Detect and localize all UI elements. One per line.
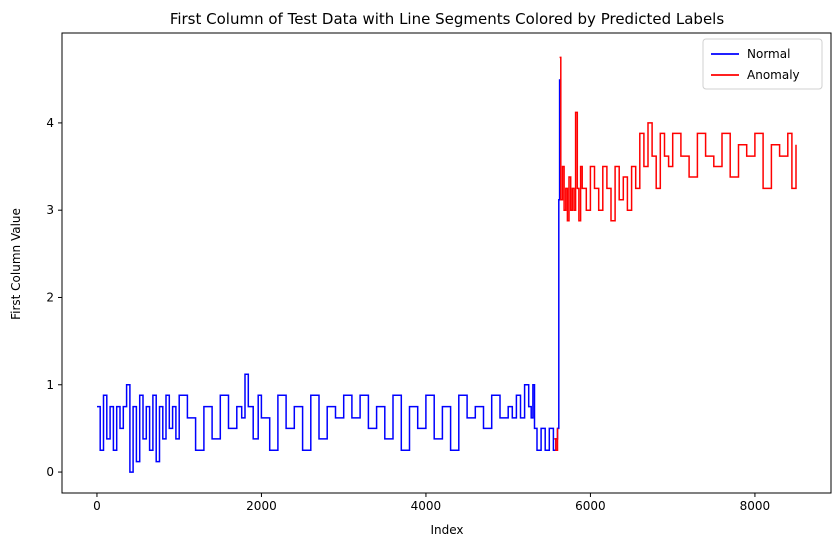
legend-label-anomaly: Anomaly bbox=[747, 68, 800, 82]
y-tick-label: 0 bbox=[46, 465, 54, 479]
x-tick-label: 0 bbox=[93, 499, 101, 513]
series-line-anomaly-1 bbox=[559, 56, 797, 222]
legend-box bbox=[702, 38, 823, 90]
y-tick-label: 4 bbox=[46, 116, 54, 130]
x-tick-label: 8000 bbox=[740, 499, 771, 513]
series-line-anomaly-0 bbox=[554, 428, 559, 451]
x-axis-label: Index bbox=[430, 523, 463, 537]
y-axis-label: First Column Value bbox=[9, 208, 23, 320]
y-tick-label: 2 bbox=[46, 290, 54, 304]
series-line-normal-0 bbox=[97, 79, 561, 473]
legend: Normal Anomaly bbox=[702, 38, 823, 90]
x-tick-label: 2000 bbox=[246, 499, 277, 513]
x-tick-label: 6000 bbox=[575, 499, 606, 513]
plot-frame bbox=[61, 32, 832, 494]
y-tick-label: 3 bbox=[46, 203, 54, 217]
legend-label-normal: Normal bbox=[747, 47, 790, 61]
chart-title: First Column of Test Data with Line Segm… bbox=[170, 10, 725, 28]
plot-area: 0 2000 4000 6000 8000 0 1 2 3 4 bbox=[46, 32, 832, 513]
y-tick-label: 1 bbox=[46, 378, 54, 392]
x-tick-label: 4000 bbox=[411, 499, 442, 513]
